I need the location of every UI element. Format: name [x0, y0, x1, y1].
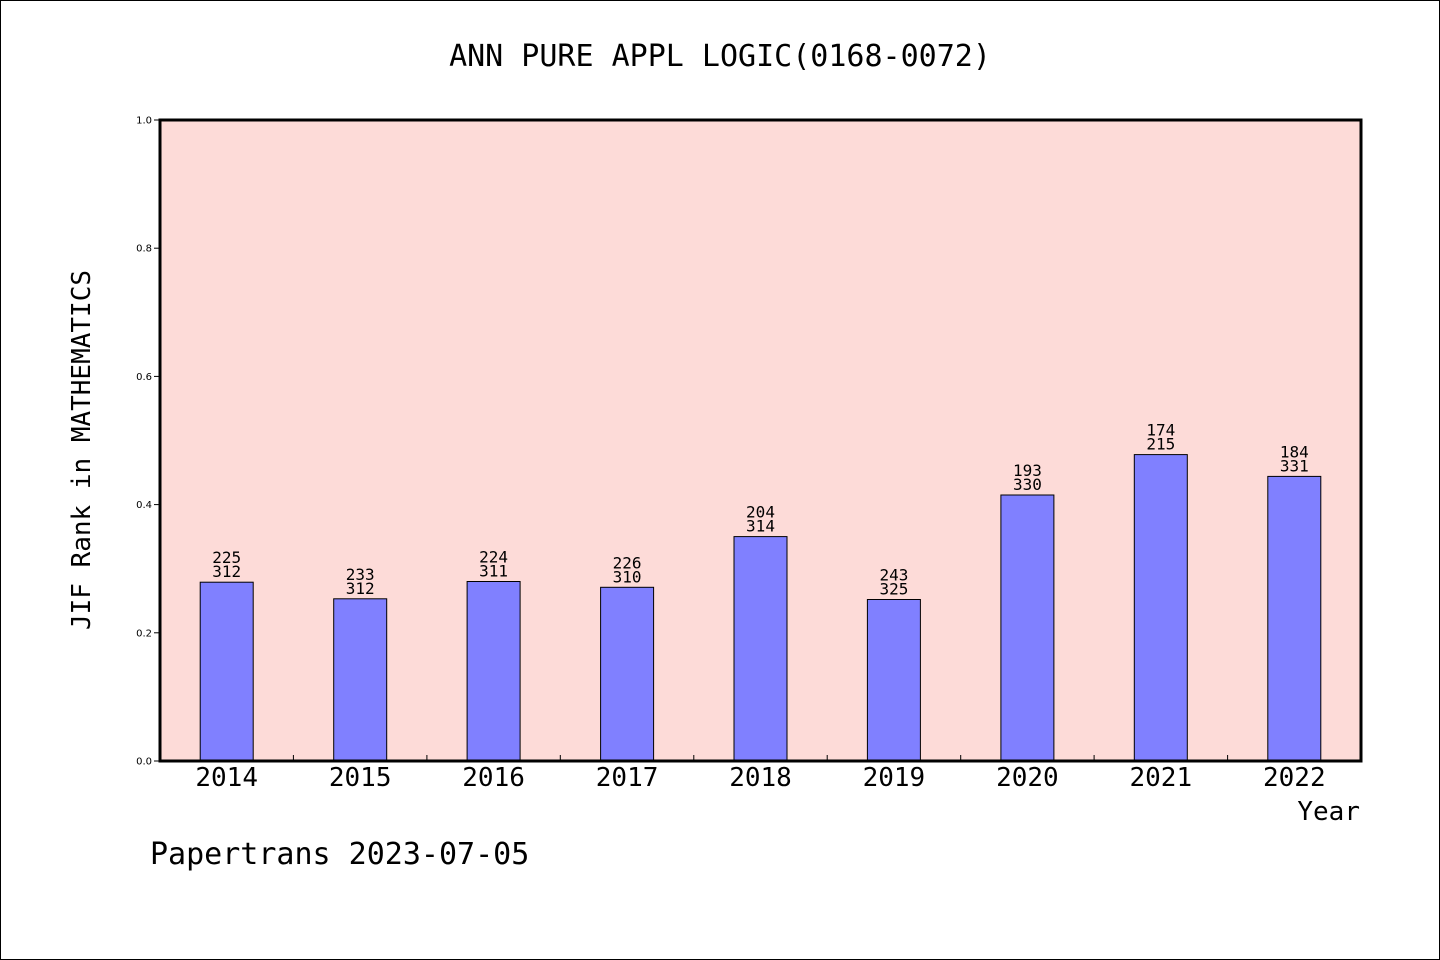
bars-group: [199, 454, 1322, 762]
bar-2017: [600, 586, 655, 762]
bar-total-label-2015: 312: [346, 579, 375, 598]
y-tick-label-1: 0.2: [136, 628, 152, 639]
bar-2019: [866, 599, 921, 762]
bar-rank-label-2015: 233: [346, 565, 375, 584]
bar-rank-label-2022: 184: [1280, 442, 1309, 461]
y-tick-label-4: 0.8: [136, 244, 152, 255]
bar-total-label-2022: 331: [1280, 456, 1309, 475]
bar-rank-label-2017: 226: [613, 553, 642, 572]
bar-rank-label-2020: 193: [1013, 461, 1042, 480]
bar-total-label-2020: 330: [1013, 475, 1042, 494]
bar-2018: [733, 536, 788, 762]
bar-total-label-2016: 311: [479, 562, 508, 581]
bar-rank-label-2016: 224: [479, 548, 508, 567]
bar-rank-label-2021: 174: [1146, 421, 1175, 440]
footer-credit: Papertrans 2023-07-05: [150, 837, 529, 872]
x-tick-label-2018: 2018: [729, 763, 792, 793]
y-axis-label: JIF Rank in MATHEMATICS: [67, 270, 97, 630]
plot-border: [158, 118, 1363, 763]
bar-rank-label-2018: 204: [746, 503, 775, 522]
bar-total-label-2018: 314: [746, 517, 775, 536]
x-tick-label-2019: 2019: [863, 763, 926, 793]
x-tick-label-2022: 2022: [1263, 763, 1326, 793]
chart-title: ANN PURE APPL LOGIC(0168-0072): [449, 39, 991, 74]
bar-2015: [333, 598, 388, 762]
x-tick-label-2017: 2017: [596, 763, 659, 793]
x-axis-label: Year: [1297, 797, 1360, 827]
bar-2016: [466, 581, 521, 762]
x-tick-label-2014: 2014: [195, 763, 258, 793]
bar-2022: [1267, 475, 1322, 762]
x-tick-label-2021: 2021: [1129, 763, 1192, 793]
x-tick-label-2015: 2015: [329, 763, 392, 793]
bar-2014: [199, 581, 254, 762]
bar-rank-label-2019: 243: [879, 566, 908, 585]
y-tick-label-2: 0.4: [136, 500, 152, 511]
bar-rank-label-2014: 225: [212, 548, 241, 567]
x-tick-label-2016: 2016: [462, 763, 525, 793]
x-tick-label-2020: 2020: [996, 763, 1059, 793]
y-axis-ticks: 0.0 0.2 0.4 0.6 0.8 1.0: [136, 116, 160, 768]
bar-total-label-2019: 325: [879, 580, 908, 599]
y-tick-label-5: 1.0: [136, 116, 152, 127]
bar-2021: [1133, 454, 1188, 762]
y-tick-label-0: 0.0: [136, 757, 152, 768]
bar-total-label-2014: 312: [212, 562, 241, 581]
x-axis-ticks: 2014 2015 2016 2017 2018 2019 2020 2021 2022: [195, 755, 1326, 793]
bar-total-label-2017: 310: [613, 567, 642, 586]
bar-2020: [1000, 494, 1055, 762]
bar-total-label-2021: 215: [1146, 435, 1175, 454]
y-tick-label-3: 0.6: [136, 372, 152, 383]
